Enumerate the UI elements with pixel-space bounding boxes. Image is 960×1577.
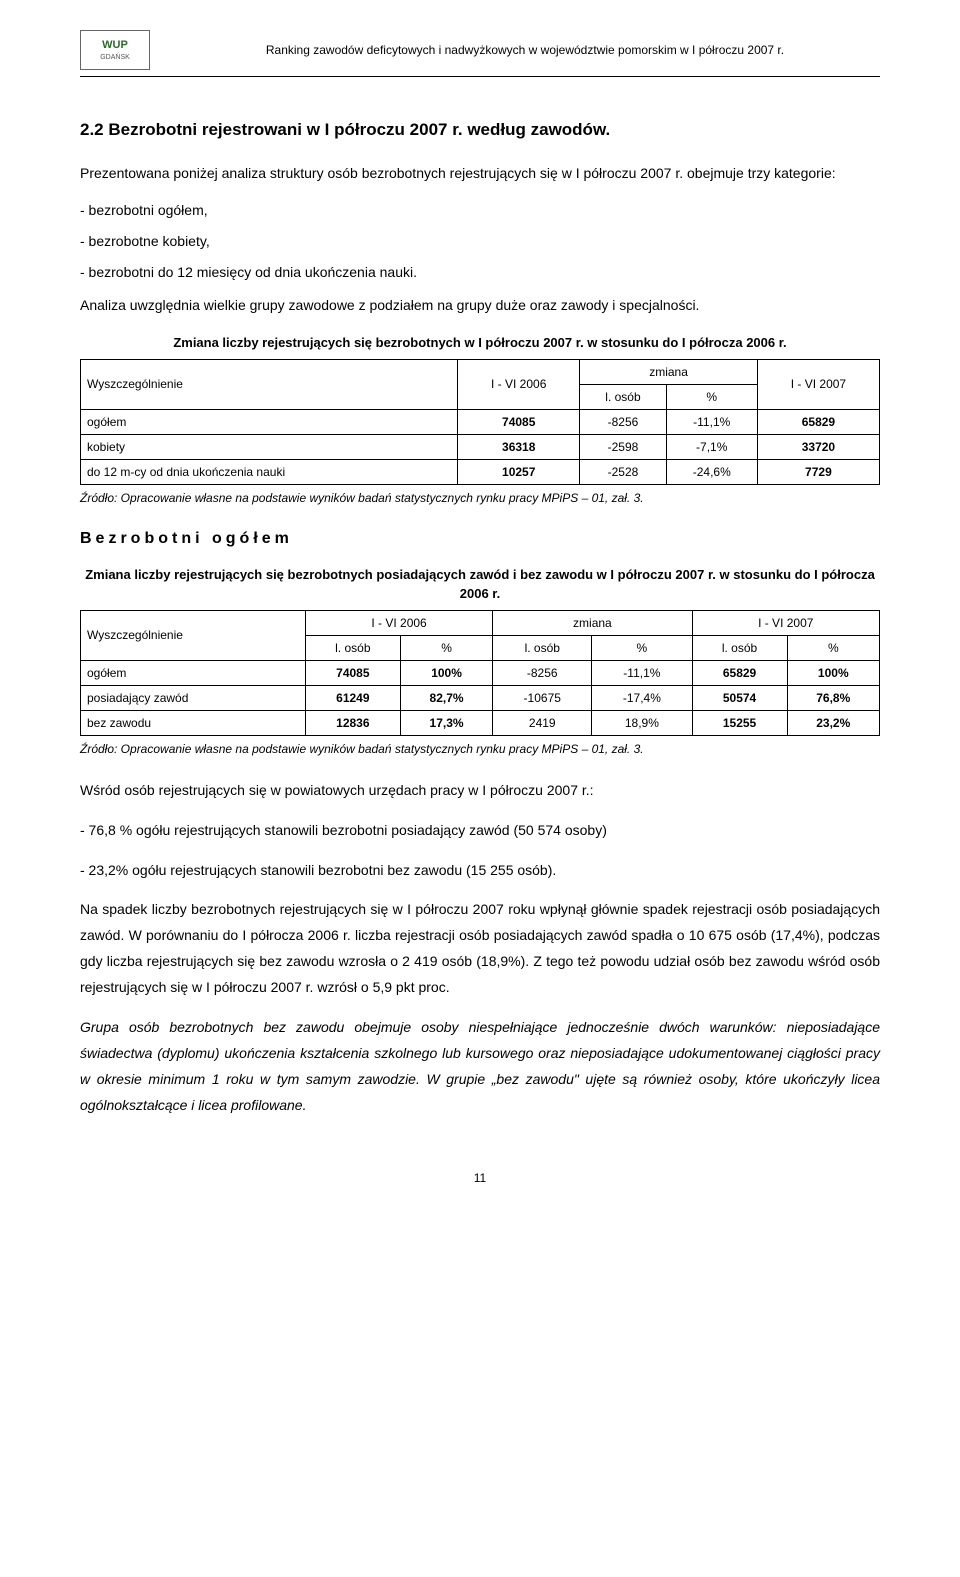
page-number: 11 bbox=[80, 1169, 880, 1187]
table2-h-col4: I - VI 2007 bbox=[692, 610, 879, 635]
t2-h-sub-p1: % bbox=[400, 635, 492, 660]
table-row: bez zawodu 12836 17,3% 2419 18,9% 15255 … bbox=[81, 710, 880, 735]
t2-r2-b: 2419 bbox=[493, 710, 592, 735]
table-row: ogółem 74085 100% -8256 -11,1% 65829 100… bbox=[81, 660, 880, 685]
t1-r2-label: do 12 m-cy od dnia ukończenia nauki bbox=[81, 459, 458, 484]
para-2: - 76,8 % ogółu rejestrujących stanowili … bbox=[80, 818, 880, 844]
t1-r1-label: kobiety bbox=[81, 434, 458, 459]
para-5: Grupa osób bezrobotnych bez zawodu obejm… bbox=[80, 1015, 880, 1119]
table1-source: Źródło: Opracowanie własne na podstawie … bbox=[80, 489, 880, 507]
t2-r0-ap: 100% bbox=[400, 660, 492, 685]
t2-h-sub-l3: l. osób bbox=[692, 635, 787, 660]
table-row: ogółem 74085 -8256 -11,1% 65829 bbox=[81, 409, 880, 434]
t1-r1-dpct: -7,1% bbox=[666, 434, 757, 459]
table2: Wyszczególnienie I - VI 2006 zmiana I - … bbox=[80, 610, 880, 736]
t2-r2-a: 12836 bbox=[305, 710, 400, 735]
table1-caption: Zmiana liczby rejestrujących się bezrobo… bbox=[80, 333, 880, 353]
t1-r0-v2007: 65829 bbox=[757, 409, 879, 434]
t2-r0-c: 65829 bbox=[692, 660, 787, 685]
table1-head-row1: Wyszczególnienie I - VI 2006 zmiana I - … bbox=[81, 359, 880, 384]
table1: Wyszczególnienie I - VI 2006 zmiana I - … bbox=[80, 359, 880, 485]
t2-h-sub-p2: % bbox=[592, 635, 692, 660]
t2-r0-cp: 100% bbox=[787, 660, 879, 685]
t1-r0-label: ogółem bbox=[81, 409, 458, 434]
t2-r1-a: 61249 bbox=[305, 685, 400, 710]
t1-r2-dpct: -24,6% bbox=[666, 459, 757, 484]
t2-r0-a: 74085 bbox=[305, 660, 400, 685]
t1-r1-v2007: 33720 bbox=[757, 434, 879, 459]
t2-r1-ap: 82,7% bbox=[400, 685, 492, 710]
table2-h-col3: zmiana bbox=[493, 610, 692, 635]
bullet-2: - bezrobotne kobiety, bbox=[80, 231, 880, 252]
table-row: kobiety 36318 -2598 -7,1% 33720 bbox=[81, 434, 880, 459]
t2-r1-cp: 76,8% bbox=[787, 685, 879, 710]
intro-paragraph: Prezentowana poniżej analiza struktury o… bbox=[80, 161, 880, 187]
table-row: posiadający zawód 61249 82,7% -10675 -17… bbox=[81, 685, 880, 710]
bullet-1: - bezrobotni ogółem, bbox=[80, 200, 880, 221]
section-heading: 2.2 Bezrobotni rejestrowani w I półroczu… bbox=[80, 117, 880, 143]
table1-h-col1: Wyszczególnienie bbox=[81, 359, 458, 409]
table2-head-row1: Wyszczególnienie I - VI 2006 zmiana I - … bbox=[81, 610, 880, 635]
table1-h-col3: zmiana bbox=[580, 359, 758, 384]
t1-r2-v2007: 7729 bbox=[757, 459, 879, 484]
t2-r0-b: -8256 bbox=[493, 660, 592, 685]
t2-r2-c: 15255 bbox=[692, 710, 787, 735]
para-4: Na spadek liczby bezrobotnych rejestrują… bbox=[80, 897, 880, 1001]
t1-r1-dabs: -2598 bbox=[580, 434, 666, 459]
t2-r2-bp: 18,9% bbox=[592, 710, 692, 735]
t2-r2-label: bez zawodu bbox=[81, 710, 306, 735]
bullet-3: - bezrobotni do 12 miesięcy od dnia ukoń… bbox=[80, 262, 880, 283]
t1-r0-v2006: 74085 bbox=[458, 409, 580, 434]
table2-source: Źródło: Opracowanie własne na podstawie … bbox=[80, 740, 880, 758]
logo: WUP GDAŃSK bbox=[80, 30, 150, 70]
table2-caption: Zmiana liczby rejestrujących się bezrobo… bbox=[80, 565, 880, 604]
t2-r2-cp: 23,2% bbox=[787, 710, 879, 735]
header-rule bbox=[80, 76, 880, 77]
t1-r0-dabs: -8256 bbox=[580, 409, 666, 434]
table1-h-col2: I - VI 2006 bbox=[458, 359, 580, 409]
note-paragraph: Analiza uwzględnia wielkie grupy zawodow… bbox=[80, 293, 880, 319]
t1-r1-v2006: 36318 bbox=[458, 434, 580, 459]
para-1: Wśród osób rejestrujących się w powiatow… bbox=[80, 778, 880, 804]
table1-h-col4: I - VI 2007 bbox=[757, 359, 879, 409]
table2-h-col2: I - VI 2006 bbox=[305, 610, 492, 635]
t2-r0-label: ogółem bbox=[81, 660, 306, 685]
subheading: Bezrobotni ogółem bbox=[80, 527, 880, 551]
t2-r1-b: -10675 bbox=[493, 685, 592, 710]
t2-h-sub-l1: l. osób bbox=[305, 635, 400, 660]
table1-h-sub-l: l. osób bbox=[580, 384, 666, 409]
table1-h-sub-p: % bbox=[666, 384, 757, 409]
t1-r2-dabs: -2528 bbox=[580, 459, 666, 484]
running-head: Ranking zawodów deficytowych i nadwyżkow… bbox=[170, 41, 880, 59]
t2-h-sub-p3: % bbox=[787, 635, 879, 660]
para-3: - 23,2% ogółu rejestrujących stanowili b… bbox=[80, 858, 880, 884]
t1-r0-dpct: -11,1% bbox=[666, 409, 757, 434]
page-header: WUP GDAŃSK Ranking zawodów deficytowych … bbox=[80, 30, 880, 70]
t2-r0-bp: -11,1% bbox=[592, 660, 692, 685]
t2-r2-ap: 17,3% bbox=[400, 710, 492, 735]
t1-r2-v2006: 10257 bbox=[458, 459, 580, 484]
logo-sub: GDAŃSK bbox=[100, 53, 130, 64]
t2-h-sub-l2: l. osób bbox=[493, 635, 592, 660]
table-row: do 12 m-cy od dnia ukończenia nauki 1025… bbox=[81, 459, 880, 484]
table2-h-col1: Wyszczególnienie bbox=[81, 610, 306, 660]
logo-main: WUP bbox=[102, 37, 128, 54]
t2-r1-bp: -17,4% bbox=[592, 685, 692, 710]
t2-r1-c: 50574 bbox=[692, 685, 787, 710]
t2-r1-label: posiadający zawód bbox=[81, 685, 306, 710]
